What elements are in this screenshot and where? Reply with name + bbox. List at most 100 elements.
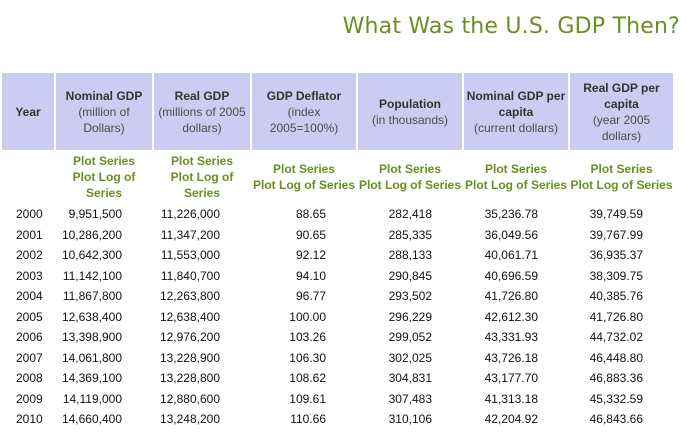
year-cell: 2004 bbox=[16, 289, 43, 304]
year-cell: 2000 bbox=[16, 207, 43, 222]
header-real-gdp-per-capita: Real GDP per capita (year 2005 dollars) bbox=[570, 73, 673, 150]
header-sub: (millions of 2005 dollars) bbox=[158, 104, 246, 135]
year-cell: 2010 bbox=[16, 412, 43, 427]
value-cell: 36,935.37 bbox=[589, 248, 643, 263]
header-main: Nominal GDP per capita bbox=[466, 88, 566, 119]
plot-series-link[interactable]: Plot Series bbox=[272, 162, 336, 176]
value-cell: 310,106 bbox=[388, 412, 432, 427]
header-population: Population (in thousands) bbox=[358, 73, 462, 150]
plot-log-series-link[interactable]: Plot Log of Series bbox=[464, 178, 567, 192]
value-cell: 46,843.66 bbox=[589, 412, 643, 427]
year-cell: 2009 bbox=[16, 391, 43, 406]
plot-series-link[interactable]: Plot Series bbox=[72, 154, 136, 168]
value-cell: 10,286,200 bbox=[61, 227, 122, 242]
plot-log-series-link[interactable]: Plot Log of Series bbox=[72, 170, 136, 200]
value-cell: 94.10 bbox=[295, 268, 326, 283]
value-cell: 103.26 bbox=[289, 330, 326, 345]
table-row: 2005 12,638,400 12,638,400 100.00 296,229 42,… bbox=[2, 307, 673, 328]
value-cell: 13,248,200 bbox=[159, 412, 220, 427]
value-cell: 42,204.92 bbox=[484, 412, 538, 427]
table-row: 2007 14,061,800 13,228,900 106.30 302,025 43,… bbox=[2, 348, 673, 369]
table-row: 2004 11,867,800 12,263,800 96.77 293,502 41,7… bbox=[2, 286, 673, 307]
value-cell: 40,061.71 bbox=[484, 248, 538, 263]
table-row: 2009 14,119,000 12,880,600 109.61 307,483 41,… bbox=[2, 389, 673, 410]
plot-links-gdp-deflator: Plot Series Plot Log of Series bbox=[252, 150, 356, 204]
value-cell: 307,483 bbox=[388, 391, 432, 406]
plot-series-link[interactable]: Plot Series bbox=[590, 162, 653, 176]
page-title: What Was the U.S. GDP Then? bbox=[342, 14, 680, 39]
plot-links-row: Plot Series Plot Log of Series Plot Seri… bbox=[2, 150, 673, 204]
header-row: Year Nominal GDP (million of Dollars) Re… bbox=[2, 73, 673, 150]
value-cell: 38,309.75 bbox=[589, 268, 643, 283]
header-sub: (index 2005=100%) bbox=[269, 104, 339, 135]
value-cell: 12,638,400 bbox=[61, 309, 122, 324]
value-cell: 11,553,000 bbox=[160, 248, 220, 263]
plot-links-real-gdp: Plot Series Plot Log of Series bbox=[154, 150, 250, 204]
plot-links-nominal-gdp: Plot Series Plot Log of Series bbox=[56, 150, 152, 204]
plot-links-nominal-gdp-per-capita: Plot Series Plot Log of Series bbox=[464, 150, 568, 204]
value-cell: 39,749.59 bbox=[589, 207, 643, 222]
header-main: Real GDP bbox=[174, 88, 230, 103]
table-row: 2000 9,951,500 11,226,000 88.65 282,418 35,23… bbox=[2, 204, 673, 225]
header-main: Real GDP per capita bbox=[583, 80, 660, 111]
value-cell: 40,696.59 bbox=[484, 268, 538, 283]
plot-links-population: Plot Series Plot Log of Series bbox=[358, 150, 462, 204]
value-cell: 39,767.99 bbox=[589, 227, 643, 242]
table-row: 2002 10,642,300 11,553,000 92.12 288,133 40,0… bbox=[2, 245, 673, 266]
value-cell: 46,883.36 bbox=[589, 371, 643, 386]
plot-log-series-link[interactable]: Plot Log of Series bbox=[358, 178, 461, 192]
header-sub: (year 2005 dollars) bbox=[592, 112, 651, 143]
value-cell: 88.65 bbox=[295, 207, 326, 222]
header-main: Population bbox=[379, 96, 441, 111]
value-cell: 9,951,500 bbox=[68, 207, 122, 222]
value-cell: 13,398,900 bbox=[61, 330, 122, 345]
value-cell: 41,313.18 bbox=[484, 391, 538, 406]
value-cell: 90.65 bbox=[295, 227, 326, 242]
value-cell: 12,638,400 bbox=[159, 309, 220, 324]
value-cell: 108.62 bbox=[289, 371, 326, 386]
value-cell: 41,726.80 bbox=[589, 309, 643, 324]
value-cell: 12,263,800 bbox=[159, 289, 220, 304]
value-cell: 288,133 bbox=[388, 248, 432, 263]
year-cell: 2003 bbox=[16, 268, 43, 283]
value-cell: 45,332.59 bbox=[589, 391, 643, 406]
header-nominal-gdp-per-capita: Nominal GDP per capita (current dollars) bbox=[464, 73, 568, 150]
value-cell: 11,867,800 bbox=[62, 289, 122, 304]
header-sub: (million of Dollars) bbox=[78, 104, 130, 135]
plot-log-series-link[interactable]: Plot Log of Series bbox=[170, 170, 234, 200]
plot-series-link[interactable]: Plot Series bbox=[484, 162, 548, 176]
table-row: 2003 11,142,100 11,840,700 94.10 290,845 40,6… bbox=[2, 266, 673, 287]
value-cell: 13,228,800 bbox=[159, 371, 220, 386]
value-cell: 11,226,000 bbox=[160, 207, 220, 222]
table-row: 2008 14,369,100 13,228,800 108.62 304,831 43,… bbox=[2, 368, 673, 389]
value-cell: 11,347,200 bbox=[160, 227, 220, 242]
plot-series-link[interactable]: Plot Series bbox=[170, 154, 234, 168]
value-cell: 299,052 bbox=[388, 330, 432, 345]
year-cell: 2006 bbox=[16, 330, 43, 345]
value-cell: 14,369,100 bbox=[61, 371, 122, 386]
plot-log-series-link[interactable]: Plot Log of Series bbox=[252, 178, 355, 192]
table-row: 2010 14,660,400 13,248,200 110.66 310,106 42,… bbox=[2, 409, 673, 430]
value-cell: 44,732.02 bbox=[589, 330, 643, 345]
plot-links-real-gdp-per-capita: Plot Series Plot Log of Series bbox=[570, 150, 673, 204]
value-cell: 36,049.56 bbox=[484, 227, 538, 242]
header-year: Year bbox=[2, 73, 54, 150]
header-sub: (in thousands) bbox=[371, 112, 449, 127]
value-cell: 109.61 bbox=[289, 391, 326, 406]
value-cell: 42,612.30 bbox=[484, 309, 538, 324]
year-cell: 2007 bbox=[16, 350, 43, 365]
plot-log-series-link[interactable]: Plot Log of Series bbox=[570, 178, 673, 192]
table-row: 2001 10,286,200 11,347,200 90.65 285,335 36,0… bbox=[2, 225, 673, 246]
plot-series-link[interactable]: Plot Series bbox=[378, 162, 442, 176]
value-cell: 302,025 bbox=[388, 350, 432, 365]
value-cell: 43,726.18 bbox=[484, 350, 538, 365]
value-cell: 46,448.80 bbox=[589, 350, 643, 365]
value-cell: 35,236.78 bbox=[484, 207, 538, 222]
header-real-gdp: Real GDP (millions of 2005 dollars) bbox=[154, 73, 250, 150]
value-cell: 14,061,800 bbox=[61, 350, 122, 365]
header-main: Nominal GDP bbox=[65, 88, 143, 103]
value-cell: 12,880,600 bbox=[159, 391, 220, 406]
value-cell: 293,502 bbox=[388, 289, 432, 304]
header-gdp-deflator: GDP Deflator (index 2005=100%) bbox=[252, 73, 356, 150]
value-cell: 100.00 bbox=[289, 309, 326, 324]
